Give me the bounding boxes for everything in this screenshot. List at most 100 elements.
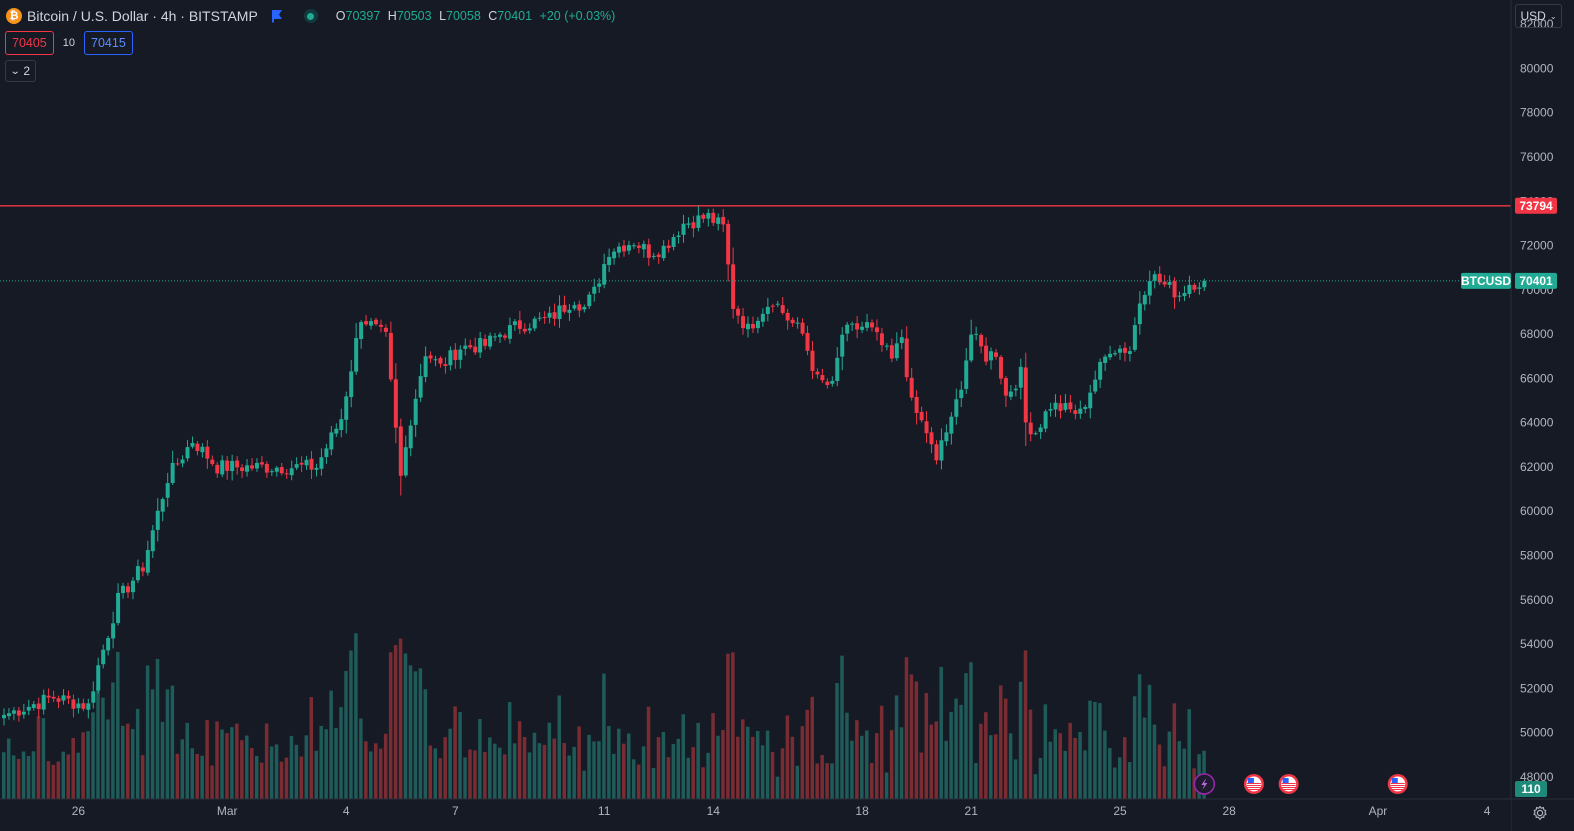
candle-body[interactable] <box>696 215 701 228</box>
candle-body[interactable] <box>428 355 433 359</box>
candle-body[interactable] <box>855 323 860 330</box>
candle-body[interactable] <box>622 245 626 252</box>
candle-body[interactable] <box>205 446 210 459</box>
candle-body[interactable] <box>512 321 517 326</box>
candle-body[interactable] <box>1167 282 1172 285</box>
candle-body[interactable] <box>259 462 264 465</box>
candle-body[interactable] <box>150 530 155 552</box>
candle-body[interactable] <box>294 464 299 468</box>
candle-body[interactable] <box>547 312 552 318</box>
candle-body[interactable] <box>448 350 453 366</box>
candle-body[interactable] <box>964 360 969 389</box>
candle-body[interactable] <box>587 294 592 307</box>
candle-body[interactable] <box>746 323 750 330</box>
candle-body[interactable] <box>1103 356 1108 363</box>
candle-body[interactable] <box>145 550 150 573</box>
candle-body[interactable] <box>26 706 31 711</box>
candle-body[interactable] <box>974 333 979 335</box>
candle-body[interactable] <box>383 327 388 332</box>
candle-body[interactable] <box>1152 274 1157 281</box>
candle-body[interactable] <box>998 356 1003 379</box>
candle-body[interactable] <box>304 459 309 466</box>
candle-body[interactable] <box>919 411 924 421</box>
candle-body[interactable] <box>904 338 909 378</box>
candle-body[interactable] <box>378 324 383 327</box>
candle-body[interactable] <box>155 510 160 530</box>
candle-body[interactable] <box>418 376 423 398</box>
candle-body[interactable] <box>840 334 845 357</box>
candle-body[interactable] <box>929 432 934 445</box>
candle-body[interactable] <box>443 364 448 366</box>
candle-body[interactable] <box>1078 408 1083 414</box>
candle-body[interactable] <box>369 321 374 326</box>
candle-body[interactable] <box>894 343 899 359</box>
candle-body[interactable] <box>398 426 403 476</box>
candle-body[interactable] <box>274 467 279 472</box>
chart-settings-button[interactable] <box>1528 802 1552 824</box>
candle-body[interactable] <box>1008 391 1013 397</box>
candle-body[interactable] <box>592 286 597 294</box>
candle-body[interactable] <box>750 324 755 329</box>
candle-body[interactable] <box>264 463 269 473</box>
candle-body[interactable] <box>413 398 418 425</box>
candle-body[interactable] <box>602 264 607 285</box>
candle-body[interactable] <box>860 326 865 330</box>
candle-body[interactable] <box>135 566 140 581</box>
candle-body[interactable] <box>1162 281 1167 285</box>
candle-body[interactable] <box>403 447 408 476</box>
candle-body[interactable] <box>760 313 765 322</box>
candle-body[interactable] <box>1048 409 1053 411</box>
candle-body[interactable] <box>795 322 800 324</box>
candle-body[interactable] <box>1073 410 1078 414</box>
candle-body[interactable] <box>453 349 458 360</box>
candle-body[interactable] <box>969 334 974 361</box>
candle-body[interactable] <box>636 245 641 248</box>
candle-body[interactable] <box>944 432 949 442</box>
candle-body[interactable] <box>691 222 696 229</box>
candle-body[interactable] <box>463 345 468 349</box>
candle-body[interactable] <box>681 223 686 235</box>
candle-body[interactable] <box>230 460 235 472</box>
candle-body[interactable] <box>835 357 840 381</box>
candle-body[interactable] <box>1122 347 1127 353</box>
candle-body[interactable] <box>731 264 736 309</box>
candle-body[interactable] <box>6 713 11 717</box>
candle-body[interactable] <box>527 328 532 331</box>
candle-body[interactable] <box>1033 433 1038 435</box>
candle-body[interactable] <box>225 460 230 471</box>
candle-body[interactable] <box>488 335 493 347</box>
sell-button[interactable]: 70405 <box>5 31 54 55</box>
lightning-icon[interactable] <box>1193 773 1216 795</box>
candle-body[interactable] <box>805 332 810 351</box>
candle-body[interactable] <box>51 696 56 699</box>
candle-body[interactable] <box>56 698 61 702</box>
candle-body[interactable] <box>671 237 676 247</box>
candle-body[interactable] <box>116 592 121 624</box>
candle-body[interactable] <box>1202 280 1207 288</box>
candle-body[interactable] <box>651 255 656 257</box>
candle-body[interactable] <box>438 358 443 364</box>
candle-body[interactable] <box>493 336 498 338</box>
candle-body[interactable] <box>607 256 612 266</box>
candle-body[interactable] <box>557 305 562 320</box>
candle-body[interactable] <box>909 377 914 398</box>
candle-body[interactable] <box>1108 353 1113 358</box>
candle-body[interactable] <box>517 320 522 329</box>
candle-body[interactable] <box>1018 366 1023 388</box>
candle-body[interactable] <box>111 623 116 639</box>
candle-body[interactable] <box>686 223 691 225</box>
candle-body[interactable] <box>726 223 731 265</box>
candle-body[interactable] <box>770 305 775 307</box>
candle-body[interactable] <box>775 303 780 305</box>
candle-body[interactable] <box>934 444 939 461</box>
candle-body[interactable] <box>755 320 760 329</box>
candle-body[interactable] <box>408 425 413 449</box>
candle-body[interactable] <box>567 309 572 313</box>
candle-body[interactable] <box>269 471 274 473</box>
candle-body[interactable] <box>21 711 26 715</box>
indicators-toggle-button[interactable]: ⌄ 2 <box>5 60 37 82</box>
candle-body[interactable] <box>741 316 746 329</box>
candle-body[interactable] <box>140 567 145 572</box>
candle-body[interactable] <box>254 462 259 469</box>
